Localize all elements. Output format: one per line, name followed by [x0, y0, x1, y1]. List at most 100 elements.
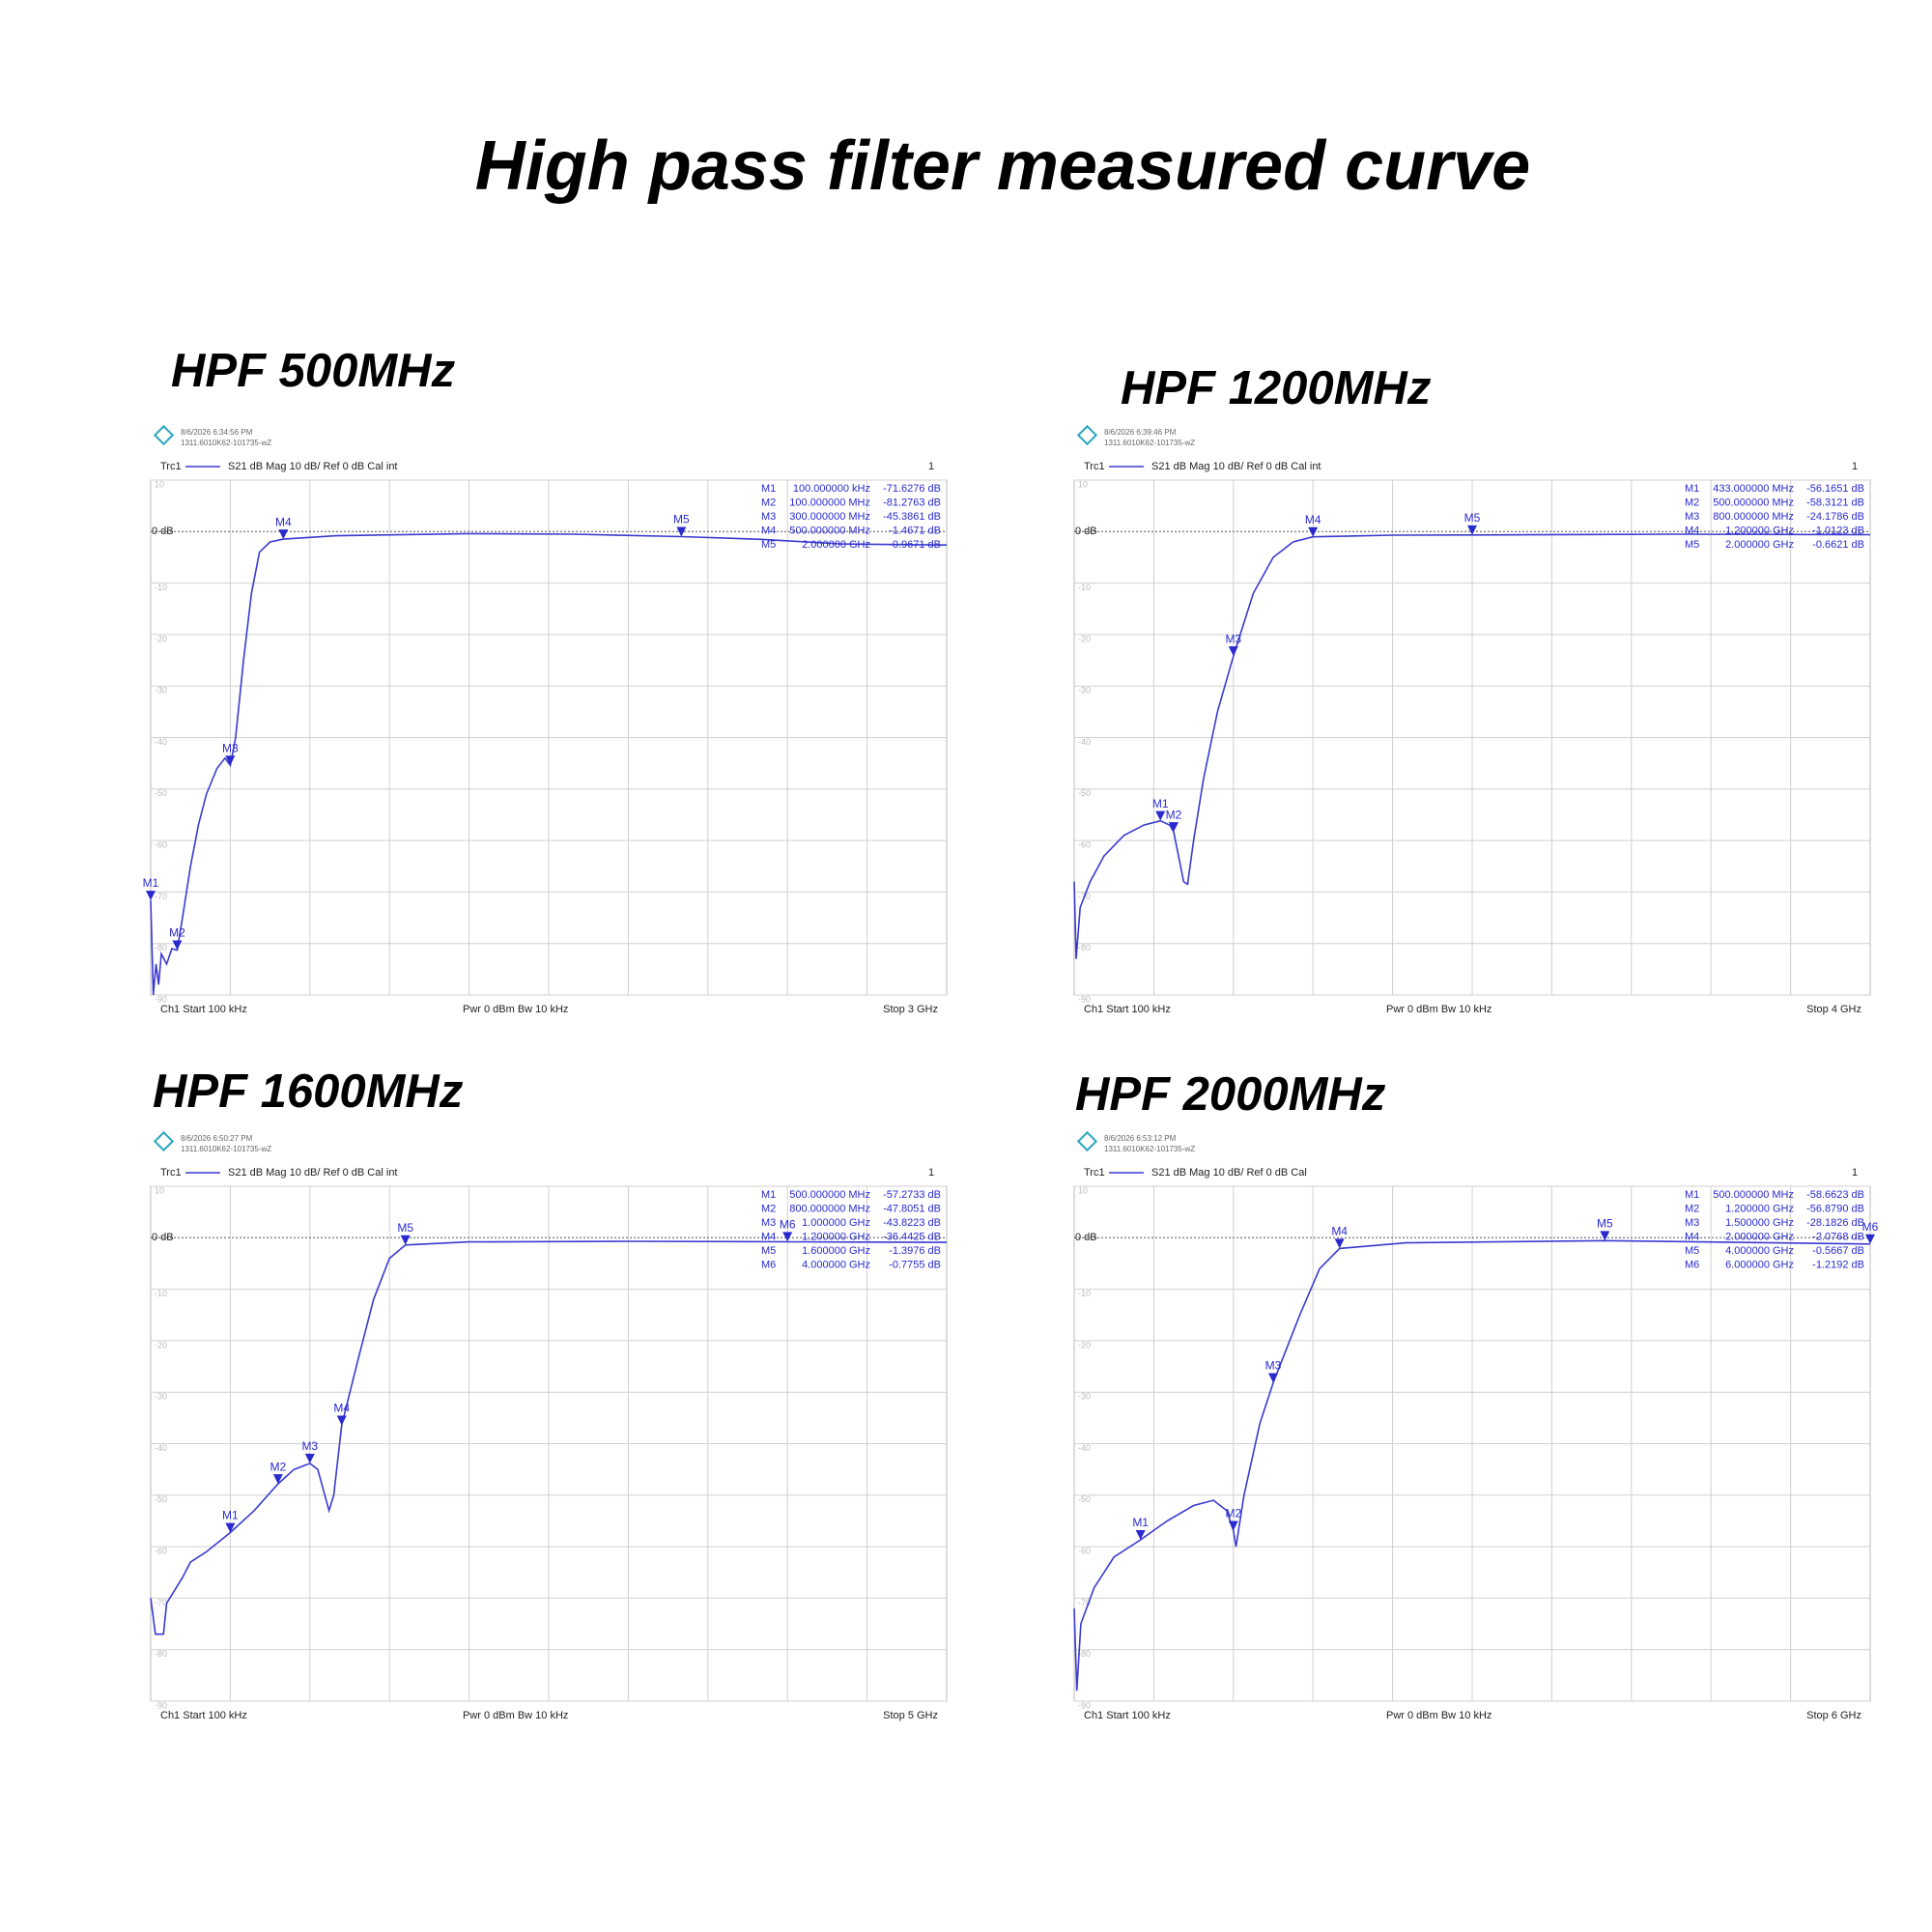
marker-label: M2 — [169, 926, 185, 940]
marker-table-value: -58.6623 dB — [1806, 1189, 1864, 1201]
marker — [225, 1522, 236, 1533]
marker — [1155, 810, 1166, 821]
marker-label: M5 — [673, 513, 690, 526]
marker-table-x: 1.500000 GHz — [1725, 1217, 1794, 1229]
marker-label: M6 — [1862, 1220, 1879, 1234]
marker-label: M3 — [301, 1439, 318, 1453]
trace-label: Trc1 — [160, 1167, 182, 1179]
marker-label: M1 — [1152, 797, 1169, 810]
marker-label: M6 — [780, 1218, 796, 1232]
marker-table-value: -0.9671 dB — [889, 539, 941, 551]
marker-label: M5 — [397, 1221, 413, 1235]
instrument-id: 1311.6010K62-101735-wZ — [1104, 439, 1195, 447]
y-tick-label: -60 — [155, 1546, 167, 1555]
marker-table-value: -1.3976 dB — [889, 1245, 941, 1257]
y-tick-label: -20 — [155, 634, 167, 643]
marker-table-x: 2.000000 GHz — [1725, 1231, 1794, 1242]
marker-label: M3 — [1265, 1359, 1282, 1373]
marker-table-x: 300.000000 MHz — [789, 511, 870, 523]
marker-label: M1 — [1132, 1516, 1149, 1529]
panel-title: HPF 2000MHz — [1075, 1068, 1386, 1121]
marker-table-x: 500.000000 MHz — [1713, 1189, 1794, 1201]
y-tick-label: -60 — [1078, 839, 1091, 849]
y-tick-label: -90 — [155, 1700, 167, 1710]
marker-table-name: M1 — [761, 1189, 776, 1201]
marker-table-value: -0.5667 dB — [1812, 1245, 1864, 1257]
marker-label: M4 — [333, 1402, 350, 1415]
y-tick-label: -90 — [1078, 1700, 1091, 1710]
marker-label: M1 — [222, 1509, 239, 1522]
y-tick-label: -80 — [155, 943, 167, 952]
marker-table-value: -0.6621 dB — [1812, 539, 1864, 551]
marker-table-name: M2 — [761, 1203, 776, 1214]
marker-table-name: M5 — [761, 1245, 776, 1257]
y-tick-label: -20 — [1078, 1340, 1091, 1350]
y-tick-label: -40 — [1078, 1443, 1091, 1453]
y-tick-label: -80 — [1078, 1649, 1091, 1659]
marker — [272, 1474, 283, 1485]
marker-table-value: -0.7755 dB — [889, 1259, 941, 1270]
y-tick-label: -10 — [155, 1289, 167, 1298]
trace — [1073, 1239, 1871, 1691]
panel-title: HPF 1600MHz — [153, 1065, 464, 1118]
marker-table-x: 500.000000 MHz — [1713, 497, 1794, 508]
power-label: Pwr 0 dBm Bw 10 kHz — [463, 1004, 568, 1015]
y-tick-label: -40 — [155, 737, 167, 747]
marker-table-name: M2 — [1685, 1203, 1699, 1214]
y-tick-label: 0 dB — [1075, 526, 1097, 537]
y-tick-label: -90 — [1078, 994, 1091, 1004]
marker-table-value: -57.2733 dB — [883, 1189, 941, 1201]
panel-title: HPF 1200MHz — [1121, 362, 1432, 414]
y-tick-label: -50 — [155, 788, 167, 798]
y-tick-label: -10 — [1078, 582, 1091, 592]
logo — [153, 424, 175, 446]
start-label: Ch1 Start 100 kHz — [160, 1004, 247, 1015]
main-title: High pass filter measured curve — [475, 128, 1530, 205]
y-tick-label: -20 — [155, 1340, 167, 1350]
y-tick-label: -80 — [1078, 943, 1091, 952]
marker-table-x: 100.000000 MHz — [789, 497, 870, 508]
y-tick-label: -30 — [155, 1392, 167, 1402]
marker-table-value: -45.3861 dB — [883, 511, 941, 523]
trace-info: S21 dB Mag 10 dB/ Ref 0 dB Cal int — [228, 461, 398, 472]
marker-table-x: 800.000000 MHz — [1713, 511, 1794, 523]
marker-table-name: M1 — [761, 483, 776, 495]
marker-table-value: -81.2763 dB — [883, 497, 941, 508]
stop-label: Stop 4 GHz — [1806, 1004, 1861, 1015]
start-label: Ch1 Start 100 kHz — [160, 1710, 247, 1721]
marker-table-x: 433.000000 MHz — [1713, 483, 1794, 495]
marker-label: M3 — [222, 741, 239, 754]
marker-label: M3 — [1225, 632, 1241, 645]
channel-number: 1 — [928, 1167, 934, 1179]
y-tick-label: -50 — [155, 1494, 167, 1504]
marker-table-value: -47.8051 dB — [883, 1203, 941, 1214]
marker-table-name: M6 — [761, 1259, 776, 1270]
trace-label: Trc1 — [1084, 1167, 1105, 1179]
marker-label: M4 — [1305, 513, 1321, 526]
marker-table-name: M1 — [1685, 483, 1699, 495]
marker-table-value: -1.4671 dB — [889, 525, 941, 536]
marker-table-value: -2.0768 dB — [1812, 1231, 1864, 1242]
marker — [225, 755, 236, 766]
marker-table-name: M4 — [1685, 1231, 1699, 1242]
marker-table-value: -24.1786 dB — [1806, 511, 1864, 523]
marker-table-value: -43.8223 dB — [883, 1217, 941, 1229]
marker-table-name: M2 — [1685, 497, 1699, 508]
marker — [1135, 1529, 1146, 1540]
trace — [150, 532, 948, 996]
marker-table-x: 100.000000 kHz — [793, 483, 870, 495]
logo — [153, 1130, 175, 1152]
marker-label: M4 — [1331, 1225, 1348, 1238]
marker-table-name: M3 — [1685, 511, 1699, 523]
marker-table-x: 2.000000 GHz — [802, 539, 870, 551]
y-tick-label: 0 dB — [152, 526, 174, 537]
marker — [172, 940, 183, 951]
y-tick-label: -30 — [1078, 686, 1091, 696]
marker-label: M4 — [275, 515, 292, 528]
channel-number: 1 — [1852, 461, 1858, 472]
marker-table-name: M1 — [1685, 1189, 1699, 1201]
marker-table-name: M5 — [1685, 1245, 1699, 1257]
marker-table-name: M5 — [1685, 539, 1699, 551]
y-tick-label: -80 — [155, 1649, 167, 1659]
panel-title: HPF 500MHz — [171, 345, 456, 397]
